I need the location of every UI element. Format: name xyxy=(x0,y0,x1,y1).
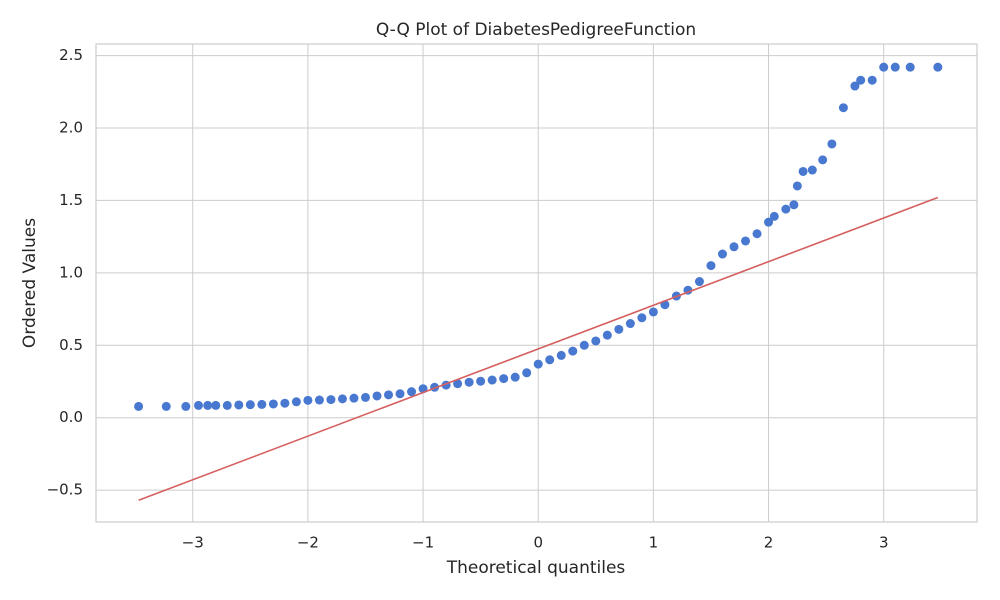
data-point xyxy=(648,307,658,317)
data-point xyxy=(752,229,762,239)
data-point xyxy=(850,81,860,91)
x-axis-label: Theoretical quantiles xyxy=(446,558,626,578)
x-tick-label: 2 xyxy=(764,534,774,552)
data-point xyxy=(533,359,543,369)
data-point xyxy=(781,204,791,214)
data-point xyxy=(827,139,837,149)
data-point xyxy=(303,395,313,405)
data-point xyxy=(614,324,624,334)
data-point xyxy=(407,387,417,397)
data-point xyxy=(314,395,324,405)
data-point xyxy=(637,313,647,323)
data-point xyxy=(729,242,739,252)
data-point xyxy=(211,400,221,410)
data-point xyxy=(222,400,232,410)
x-tick-label: 1 xyxy=(649,534,659,552)
data-point xyxy=(717,249,727,259)
data-point xyxy=(384,390,394,400)
data-point xyxy=(257,399,267,409)
x-tick-label: 3 xyxy=(879,534,889,552)
data-point xyxy=(706,261,716,271)
data-point xyxy=(181,401,191,411)
data-point xyxy=(499,374,509,384)
data-point xyxy=(905,62,915,72)
data-point xyxy=(280,398,290,408)
x-tick-label: −3 xyxy=(182,534,204,552)
data-point xyxy=(395,389,405,399)
data-point xyxy=(522,368,532,378)
data-point xyxy=(134,401,144,411)
data-point xyxy=(556,350,566,360)
data-point xyxy=(602,330,612,340)
data-point xyxy=(856,75,866,85)
data-point xyxy=(579,340,589,350)
data-point xyxy=(476,376,486,386)
data-point xyxy=(268,399,278,409)
data-point xyxy=(545,355,555,365)
data-point xyxy=(879,62,889,72)
data-point xyxy=(234,400,244,410)
x-tick-label: −2 xyxy=(297,534,319,552)
data-point xyxy=(337,394,347,404)
data-point xyxy=(372,391,382,401)
data-point xyxy=(764,217,774,227)
data-point xyxy=(625,319,635,329)
chart-title: Q-Q Plot of DiabetesPedigreeFunction xyxy=(376,20,696,40)
x-tick-label: 0 xyxy=(533,534,543,552)
y-axis-label: Ordered Values xyxy=(20,218,40,348)
data-point xyxy=(792,181,802,191)
data-point xyxy=(890,62,900,72)
data-point xyxy=(789,200,799,210)
data-point xyxy=(326,395,336,405)
plot-frame xyxy=(95,43,978,523)
data-point xyxy=(510,372,520,382)
data-point xyxy=(867,75,877,85)
data-point xyxy=(453,379,463,389)
y-tick-label: 1.5 xyxy=(59,191,83,209)
y-tick-label: −0.5 xyxy=(47,481,83,499)
data-point xyxy=(933,62,943,72)
data-point xyxy=(203,400,213,410)
data-point xyxy=(838,103,848,113)
data-point xyxy=(193,400,203,410)
data-point xyxy=(694,277,704,287)
data-point xyxy=(360,392,370,402)
data-point xyxy=(568,346,578,356)
data-point xyxy=(741,236,751,246)
data-point xyxy=(798,166,808,176)
data-point xyxy=(591,336,601,346)
y-tick-label: 1.0 xyxy=(59,263,83,281)
y-tick-label: 2.0 xyxy=(59,119,83,137)
data-point xyxy=(245,400,255,410)
data-point xyxy=(349,393,359,403)
y-tick-label: 0.5 xyxy=(59,336,83,354)
y-tick-label: 2.5 xyxy=(59,46,83,64)
y-tick-label: 0.0 xyxy=(59,408,83,426)
data-point xyxy=(161,401,171,411)
data-point xyxy=(769,211,779,221)
data-point xyxy=(487,375,497,385)
fit-line xyxy=(138,196,939,502)
data-point xyxy=(818,155,828,165)
data-point xyxy=(807,165,817,175)
x-tick-label: −1 xyxy=(412,534,434,552)
data-point xyxy=(291,397,301,407)
data-point xyxy=(464,377,474,387)
